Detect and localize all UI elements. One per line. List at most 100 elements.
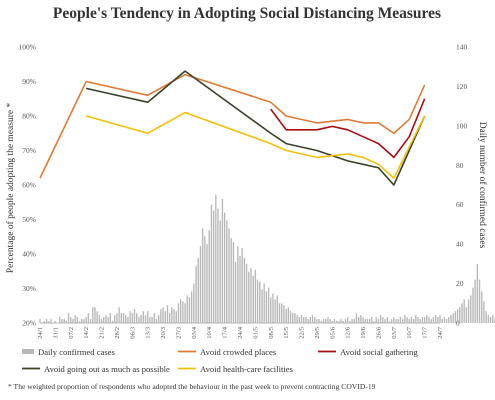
bar-daily-cases	[210, 204, 213, 323]
bar-daily-cases	[184, 303, 186, 323]
bar-daily-cases	[199, 246, 202, 323]
bar-daily-cases	[373, 321, 375, 323]
bar-daily-cases	[144, 315, 147, 323]
bar-daily-cases	[215, 194, 217, 323]
bar-daily-cases	[311, 315, 314, 323]
bar-daily-cases	[78, 321, 81, 323]
bar-daily-cases	[443, 317, 446, 323]
bar-daily-cases	[259, 281, 261, 323]
bar-daily-cases	[94, 307, 96, 323]
bar-daily-cases	[285, 309, 287, 323]
legend: Daily confirmed cases Avoid crowded plac…	[22, 347, 418, 374]
x-tick-label: 24/1	[37, 327, 44, 339]
x-tick-label: 21/2	[99, 327, 106, 339]
bar-daily-cases	[404, 315, 406, 323]
bar-daily-cases	[160, 309, 162, 323]
bar-daily-cases	[72, 319, 74, 323]
bar-daily-cases	[432, 317, 435, 323]
bar-daily-cases	[305, 317, 307, 323]
x-tick-label: 17/4	[222, 326, 229, 338]
x-tick-label: 03/7	[391, 326, 398, 338]
x-tick-label: 03/4	[191, 326, 198, 338]
bar-daily-cases	[360, 315, 362, 323]
bar-daily-cases	[399, 317, 402, 323]
bar-daily-cases	[67, 313, 70, 323]
bar-daily-cases	[379, 315, 382, 323]
bar-daily-cases	[171, 307, 173, 323]
left-axis-label: Percentage of people adopting the measur…	[5, 103, 16, 274]
legend-item-health: Avoid health-care facilities	[178, 364, 294, 374]
bar-daily-cases	[120, 313, 122, 323]
x-tick-label: 26/6	[375, 326, 382, 338]
bar-daily-cases	[467, 299, 470, 323]
bar-daily-cases	[303, 317, 305, 323]
bar-daily-cases	[390, 319, 393, 323]
bar-daily-cases	[454, 311, 457, 323]
bar-daily-cases	[263, 283, 265, 323]
bar-daily-cases	[441, 319, 443, 323]
footnote: * The weighted proportion of respondents…	[8, 382, 376, 391]
x-tick-label: 29/5	[314, 326, 321, 338]
line-series-3	[85, 70, 426, 186]
bar-daily-cases	[105, 315, 107, 323]
bar-daily-cases	[193, 283, 195, 323]
chart-title: People's Tendency in Adopting Social Dis…	[53, 5, 441, 22]
bar-daily-cases	[481, 291, 483, 323]
bar-daily-cases	[201, 228, 204, 323]
bar-daily-cases	[250, 267, 252, 323]
bar-daily-cases	[314, 317, 316, 323]
bar-daily-cases	[270, 297, 272, 323]
bar-daily-cases	[276, 295, 279, 323]
left-tick-label: 20%	[22, 319, 36, 328]
legend-item-crowded: Avoid crowded places	[178, 347, 277, 357]
bar-daily-cases	[344, 319, 347, 323]
bar-daily-cases	[237, 246, 239, 323]
bar-daily-cases	[188, 297, 191, 323]
bar-daily-cases	[241, 248, 243, 323]
bar-daily-cases	[487, 315, 490, 323]
bar-daily-cases	[355, 313, 358, 323]
bar-daily-cases	[320, 321, 322, 323]
x-tick-label: 19/6	[360, 326, 367, 338]
bar-daily-cases	[406, 317, 408, 323]
bar-daily-cases	[65, 321, 68, 323]
left-tick-label: 80%	[22, 112, 36, 121]
right-tick-label: 40	[456, 240, 464, 249]
bar-daily-cases	[439, 315, 441, 323]
bar-daily-cases	[92, 307, 94, 323]
bar-daily-cases	[140, 315, 142, 323]
right-tick-label: 120	[456, 82, 468, 91]
x-tick-label: 15/5	[283, 326, 290, 338]
bar-daily-cases	[474, 279, 476, 323]
bar-daily-cases	[48, 321, 50, 323]
bar-daily-cases	[81, 319, 83, 323]
bar-daily-cases	[153, 313, 155, 323]
bar-daily-cases	[307, 319, 309, 323]
bar-daily-cases	[158, 315, 160, 323]
line-series-1	[39, 73, 426, 179]
left-tick-label: 70%	[22, 146, 36, 155]
x-tick-label: 07/2	[68, 327, 75, 339]
bar-daily-cases	[366, 319, 369, 323]
bar-daily-cases	[186, 295, 188, 323]
bar-daily-cases	[267, 287, 270, 323]
bar-daily-cases	[294, 313, 296, 323]
bar-daily-cases	[281, 303, 283, 323]
bar-daily-cases	[61, 319, 63, 323]
bar-daily-cases	[162, 307, 164, 323]
bar-daily-cases	[116, 313, 118, 323]
bar-daily-cases	[461, 303, 463, 323]
x-tick-label: 08/5	[268, 326, 275, 338]
bar-daily-cases	[309, 317, 312, 323]
bar-daily-cases	[219, 220, 221, 323]
bar-daily-cases	[39, 319, 41, 323]
bar-daily-cases	[463, 299, 465, 323]
bar-daily-cases	[412, 319, 415, 323]
bar-daily-cases	[292, 313, 294, 323]
bar-daily-cases	[278, 303, 281, 323]
legend-label-daily-cases: Daily confirmed cases	[38, 347, 115, 357]
legend-label-going-out: Avoid going out as much as possible	[44, 364, 170, 374]
x-tick-label: 24/4	[237, 326, 244, 338]
bar-daily-cases	[234, 261, 237, 323]
